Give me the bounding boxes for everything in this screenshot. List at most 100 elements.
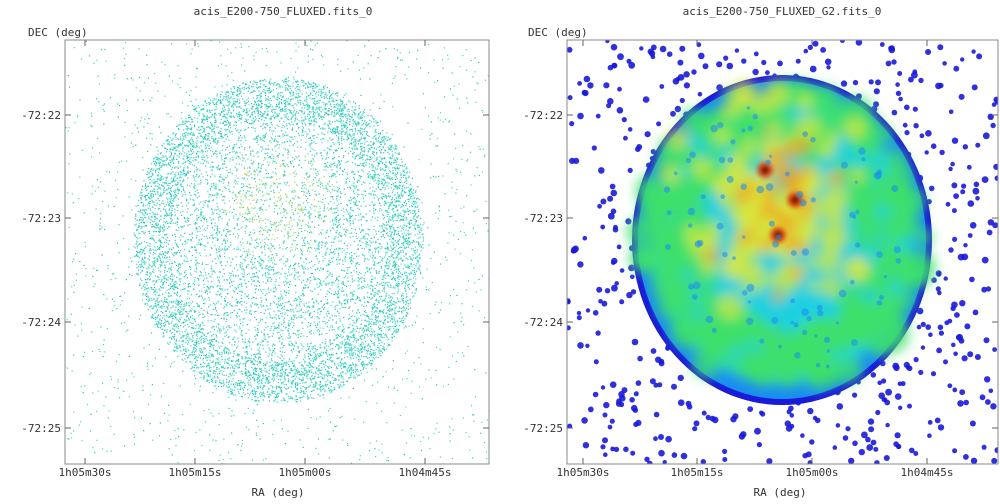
photon-point [140, 417, 142, 419]
photon-point [183, 155, 185, 157]
photon-point [209, 166, 211, 168]
photon-point [386, 262, 388, 264]
photon-point [289, 325, 291, 327]
photon-point [225, 104, 227, 107]
photon-point [329, 408, 331, 410]
photon-point [222, 145, 224, 147]
photon-point [310, 359, 312, 361]
photon-point [395, 161, 397, 163]
photon-point [251, 91, 253, 93]
photon-point [149, 207, 151, 210]
photon-point [206, 110, 208, 112]
photon-point [389, 138, 391, 140]
photon-point [337, 111, 339, 113]
photon-point [338, 385, 340, 387]
photon-point [195, 180, 197, 182]
photon-point [257, 426, 259, 428]
photon-point [265, 363, 267, 365]
photon-point [369, 126, 371, 128]
photon-point [274, 183, 276, 185]
photon-point [146, 171, 149, 173]
photon-point [215, 193, 217, 195]
photon-point [118, 224, 120, 226]
photon-point [305, 388, 307, 390]
photon-point [206, 290, 208, 292]
photon-point [387, 243, 389, 245]
photon-point [246, 253, 248, 255]
photon-point [220, 370, 222, 372]
photon-point [415, 288, 417, 290]
photon-point [296, 388, 298, 390]
photon-point [72, 261, 74, 263]
photon-point [261, 245, 263, 247]
photon-point [270, 118, 272, 121]
photon-point [230, 327, 232, 329]
photon-point [369, 248, 371, 250]
photon-point [259, 233, 261, 235]
photon-point [248, 175, 250, 177]
photon-point [312, 109, 314, 111]
photon-point [220, 249, 222, 252]
photon-point [343, 242, 345, 244]
photon-point [273, 211, 275, 213]
photon-point [378, 311, 381, 313]
photon-point [392, 162, 394, 164]
photon-point [318, 318, 320, 320]
photon-point [299, 439, 301, 441]
photon-point [375, 230, 377, 232]
photon-point [327, 410, 330, 412]
photon-point [159, 246, 161, 248]
photon-point [254, 127, 256, 130]
photon-point [293, 325, 295, 327]
photon-point [211, 327, 213, 329]
photon-point [260, 86, 262, 88]
photon-point [313, 305, 315, 307]
photon-point [205, 145, 207, 147]
photon-point [369, 109, 371, 111]
photon-point [338, 263, 340, 265]
photon-point [379, 202, 381, 204]
photon-point [384, 274, 386, 276]
photon-point [217, 359, 219, 361]
photon-point [226, 367, 228, 369]
photon-point [382, 178, 384, 180]
photon-point [382, 257, 384, 259]
photon-point [281, 351, 283, 353]
photon-point [366, 131, 369, 133]
photon-point [180, 185, 183, 187]
photon-point [329, 354, 331, 356]
photon-point [182, 322, 184, 324]
photon-point [253, 393, 255, 396]
photon-point [333, 249, 336, 251]
photon-point [283, 121, 285, 123]
photon-point [244, 282, 246, 284]
photon-point [288, 98, 290, 100]
photon-point [277, 306, 279, 309]
photon-point [357, 143, 360, 145]
photon-point [288, 84, 290, 87]
photon-point [73, 47, 75, 49]
photon-point [323, 123, 325, 125]
photon-point [372, 241, 374, 243]
photon-point [283, 322, 285, 324]
photon-point [453, 234, 455, 236]
photon-point [198, 354, 200, 356]
photon-point [178, 272, 180, 274]
photon-point [326, 103, 328, 105]
photon-point [416, 315, 418, 317]
photon-point [90, 112, 92, 114]
photon-point [292, 202, 294, 204]
photon-point [336, 200, 338, 202]
photon-point [216, 368, 218, 370]
photon-point [179, 77, 181, 79]
photon-point [267, 326, 269, 328]
photon-point [366, 267, 368, 270]
photon-point [274, 112, 276, 114]
photon-point [180, 214, 182, 217]
photon-point [354, 198, 356, 200]
photon-point [181, 322, 183, 324]
photon-point [175, 343, 177, 345]
photon-point [239, 90, 241, 92]
photon-point [249, 373, 251, 375]
photon-point [267, 344, 269, 346]
